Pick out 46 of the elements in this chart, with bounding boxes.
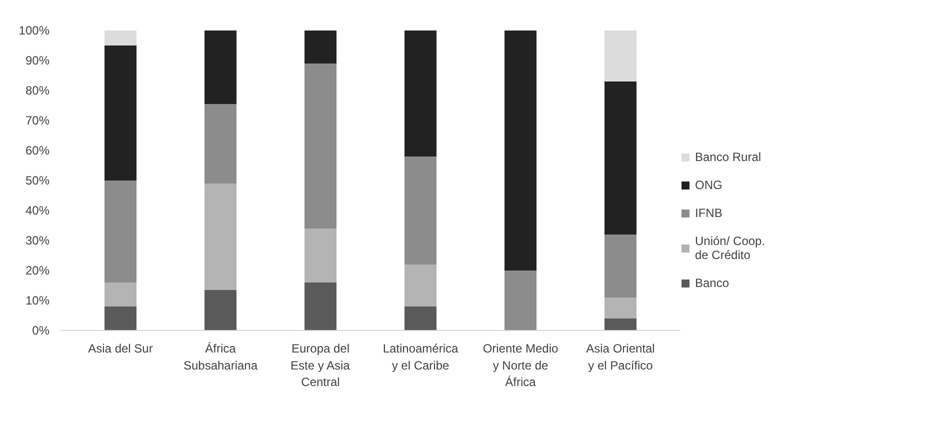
bar (204, 290, 236, 330)
bar (504, 30, 536, 270)
y-tick-label: 40% (25, 204, 50, 218)
x-tick-label: África Subsahariana (183, 342, 258, 372)
y-tick-label: 0% (32, 324, 50, 338)
bar (404, 264, 436, 306)
bar (604, 30, 636, 82)
bar (104, 180, 136, 282)
bar (104, 46, 136, 180)
y-tick-label: 60% (25, 144, 50, 158)
legend-label: ONG (695, 178, 722, 192)
y-tick-label: 90% (25, 54, 50, 68)
bar (604, 82, 636, 234)
bar (104, 282, 136, 306)
y-tick-label: 80% (25, 84, 50, 98)
bar (604, 298, 636, 318)
y-tick-label: 50% (25, 174, 50, 188)
legend-label: Unión/ Coop. de Crédito (695, 234, 766, 262)
bar (304, 30, 336, 64)
x-tick-label: Oriente Medio y Norte de África (482, 342, 559, 390)
bar (504, 270, 536, 330)
bar (204, 104, 236, 184)
legend-label: Banco (695, 276, 730, 290)
y-tick-label: 20% (25, 264, 50, 278)
bar (404, 30, 436, 156)
bar (104, 30, 136, 46)
y-tick-label: 30% (25, 234, 50, 248)
bar (604, 234, 636, 298)
bar (104, 306, 136, 330)
bar (404, 156, 436, 264)
legend-label: Banco Rural (695, 150, 762, 164)
bar (304, 228, 336, 282)
bar (204, 184, 236, 290)
x-tick-label: Latinoamérica y el Caribe (382, 342, 459, 372)
x-tick-label: Europa del Este y Asia Central (290, 342, 350, 390)
x-tick-label: Asia Oriental y el Pacífico (586, 342, 655, 372)
bar (204, 30, 236, 104)
x-tick-label: Asia del Sur (88, 342, 153, 356)
y-tick-label: 10% (25, 294, 50, 308)
y-tick-label: 70% (25, 114, 50, 128)
legend-label: IFNB (695, 206, 722, 220)
bar (404, 306, 436, 330)
bar (304, 64, 336, 228)
bar (604, 318, 636, 330)
bar (304, 282, 336, 330)
y-tick-label: 100% (18, 24, 50, 38)
